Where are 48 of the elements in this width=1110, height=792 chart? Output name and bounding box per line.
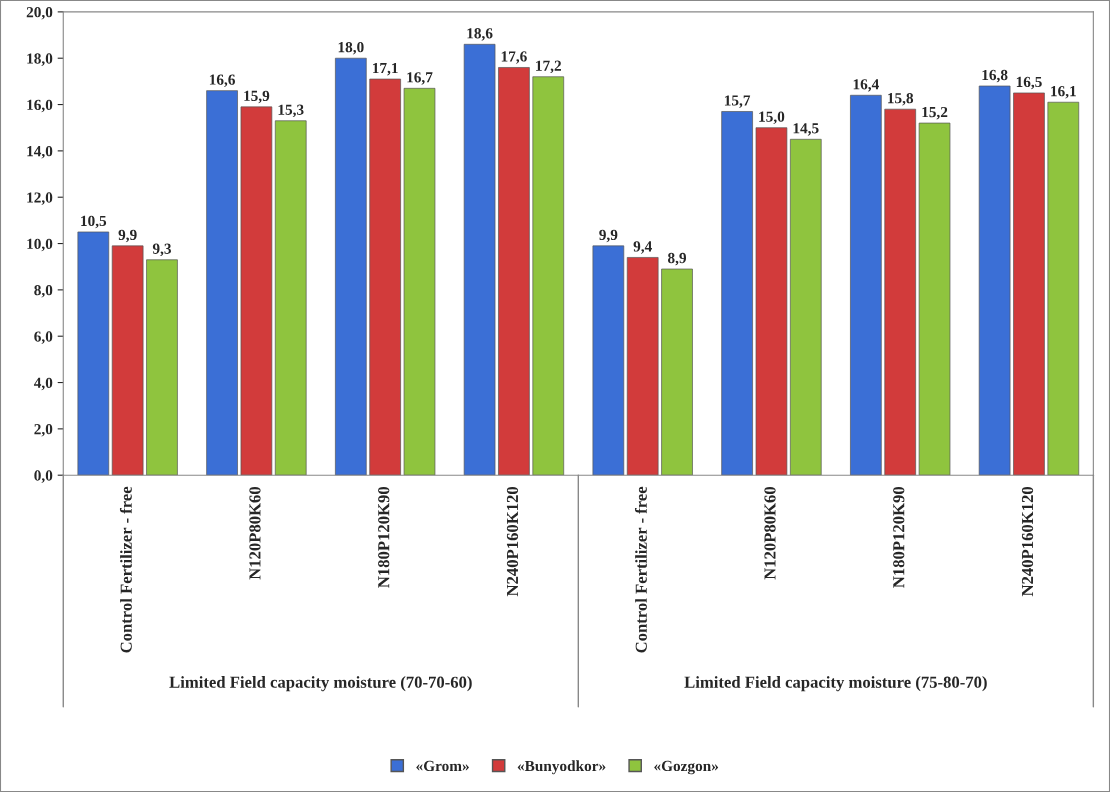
data-label: 9,9 [118,229,137,243]
y-tick-label: 14,0 [27,146,53,159]
x-tick-label: N120P80K60 [249,486,261,580]
x-tick-label: N180P120K90 [893,486,905,588]
text: Limited Field capacity moisture (75-80-70) [684,676,987,692]
x-tick-label: N240P160K120 [1021,486,1034,597]
data-label: 9,4 [633,241,652,254]
y-tick-label: 0,0 [34,470,53,483]
data-label: 16,6 [209,74,235,87]
legend-label: «Grom» [416,760,469,772]
legend-label: «Gozgon» [654,760,719,775]
y-tick-label: 2,0 [34,424,53,437]
y-tick-label: 10,0 [27,238,53,252]
data-label: 15,7 [724,95,751,108]
y-tick-label: 16,0 [27,99,53,113]
y-tick-label: 8,0 [34,285,53,298]
data-label: 15,3 [278,104,304,118]
data-label: 17,2 [536,60,561,74]
x-tick-label: N120P80K60 [764,486,776,580]
y-tick-label: 20,0 [26,7,53,20]
y-tick-label: 18,0 [27,53,53,66]
data-label: 16,7 [407,72,433,85]
data-label: 16,8 [982,69,1008,83]
data-label: 17,6 [501,51,527,64]
y-tick-label: 4,0 [33,377,53,391]
x-tick-label: Control Fertilizer - free [634,486,647,653]
data-label: 15,0 [759,111,785,125]
data-label: 15,2 [922,106,948,120]
x-tick-label: N240P160K120 [506,486,519,597]
data-label: 16,5 [1016,76,1042,90]
data-label: 18,0 [338,42,364,55]
data-label: 9,9 [599,229,618,243]
data-label: 9,3 [152,243,172,257]
data-label: 16,1 [1051,86,1076,99]
x-tick-label: Control Fertilizer - free [119,486,132,653]
y-tick-label: 12,0 [27,192,53,205]
data-label: 14,5 [793,123,819,136]
data-label: 18,6 [467,28,493,41]
y-tick-label: 6,0 [34,331,53,344]
data-label: 10,5 [81,215,107,229]
data-label: 8,9 [667,252,687,266]
data-label: 15,8 [888,92,914,106]
data-label: 15,9 [244,90,270,104]
legend-label: «Bunyodkor» [517,760,606,775]
x-tick-label: N180P120K90 [378,486,390,588]
data-label: 16,4 [853,79,879,92]
data-label: 17,1 [373,62,398,76]
text: Limited Field capacity moisture (70-70-60) [169,676,472,692]
